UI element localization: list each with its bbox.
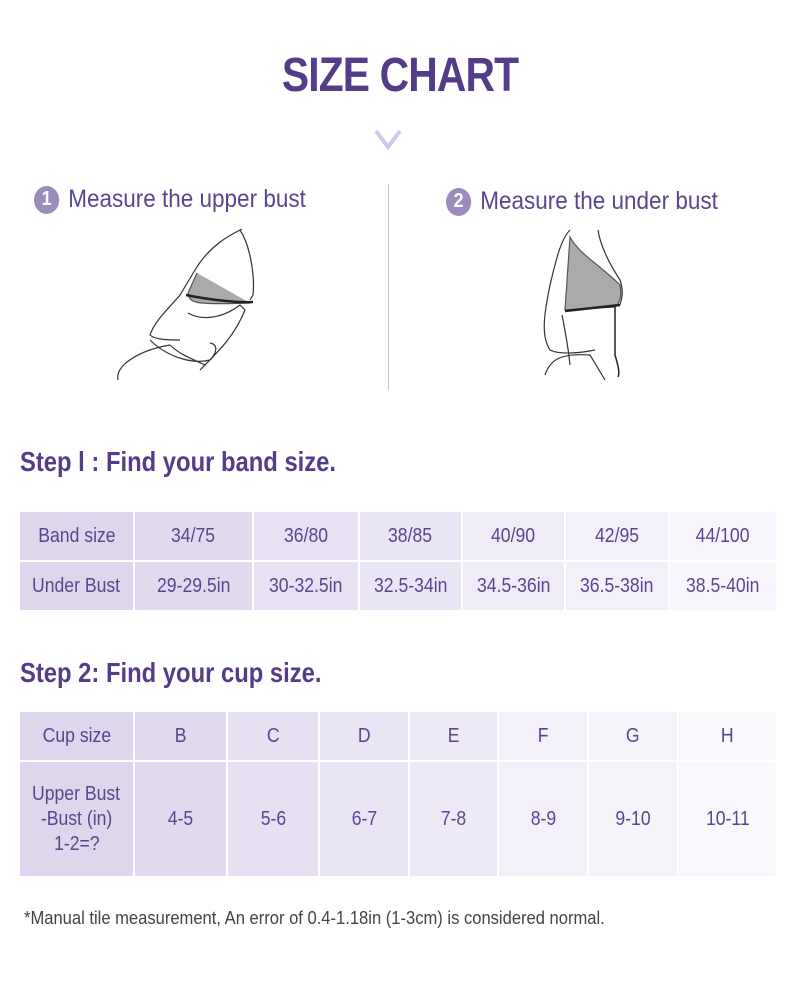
measure-under-label: Measure the under bust [480, 187, 718, 215]
table-cell: 29-29.5in [135, 562, 252, 610]
table-cell: 4-5 [135, 762, 226, 876]
table-cell: 36/80 [254, 512, 358, 560]
table-cell: 34.5-36in [463, 562, 564, 610]
table-cell: 32.5-34in [360, 562, 461, 610]
table-cell: 44/100 [670, 512, 776, 560]
table-cell: 38.5-40in [670, 562, 776, 610]
step-number-badge: 1 [34, 185, 60, 214]
measurement-note: *Manual tile measurement, An error of 0.… [24, 908, 605, 928]
cup-size-table: Cup size B C D E F G H Upper Bust -Bust … [18, 710, 778, 878]
table-cell: 30-32.5in [254, 562, 358, 610]
measure-under-heading: 2 Measure the under bust [446, 187, 718, 216]
table-row: Band size 34/75 36/80 38/85 40/90 42/95 … [20, 512, 776, 560]
table-cell: H [679, 712, 776, 760]
table-cell: 9-10 [589, 762, 677, 876]
table-cell: G [589, 712, 677, 760]
row-header: Under Bust [20, 562, 133, 610]
table-cell: 34/75 [135, 512, 252, 560]
table-row: Upper Bust -Bust (in) 1-2=? 4-5 5-6 6-7 … [20, 762, 776, 876]
measure-upper-heading: 1 Measure the upper bust [34, 185, 306, 214]
table-cell: 5-6 [228, 762, 318, 876]
step1-heading: Step l : Find your band size. [20, 446, 337, 477]
table-row: Cup size B C D E F G H [20, 712, 776, 760]
table-cell: 6-7 [320, 762, 408, 876]
table-cell: 42/95 [566, 512, 668, 560]
band-size-table: Band size 34/75 36/80 38/85 40/90 42/95 … [18, 510, 778, 612]
row-header: Upper Bust -Bust (in) 1-2=? [20, 762, 133, 876]
table-cell: C [228, 712, 318, 760]
table-cell: F [499, 712, 587, 760]
chevron-down-icon [374, 129, 402, 150]
row-header: Cup size [20, 712, 133, 760]
table-cell: E [410, 712, 497, 760]
table-cell: D [320, 712, 408, 760]
upper-bust-illustration [117, 228, 255, 381]
table-cell: 40/90 [463, 512, 564, 560]
table-cell: 10-11 [679, 762, 776, 876]
step2-heading: Step 2: Find your cup size. [20, 657, 322, 688]
table-row: Under Bust 29-29.5in 30-32.5in 32.5-34in… [20, 562, 776, 610]
table-cell: 8-9 [499, 762, 587, 876]
under-bust-illustration [543, 229, 623, 381]
measure-upper-label: Measure the upper bust [68, 185, 306, 213]
page-title: SIZE CHART [281, 49, 519, 102]
divider [388, 184, 389, 390]
step-number-badge: 2 [446, 187, 472, 216]
table-cell: 38/85 [360, 512, 461, 560]
table-cell: 36.5-38in [566, 562, 668, 610]
table-cell: 7-8 [410, 762, 497, 876]
row-header: Band size [20, 512, 133, 560]
table-cell: B [135, 712, 226, 760]
